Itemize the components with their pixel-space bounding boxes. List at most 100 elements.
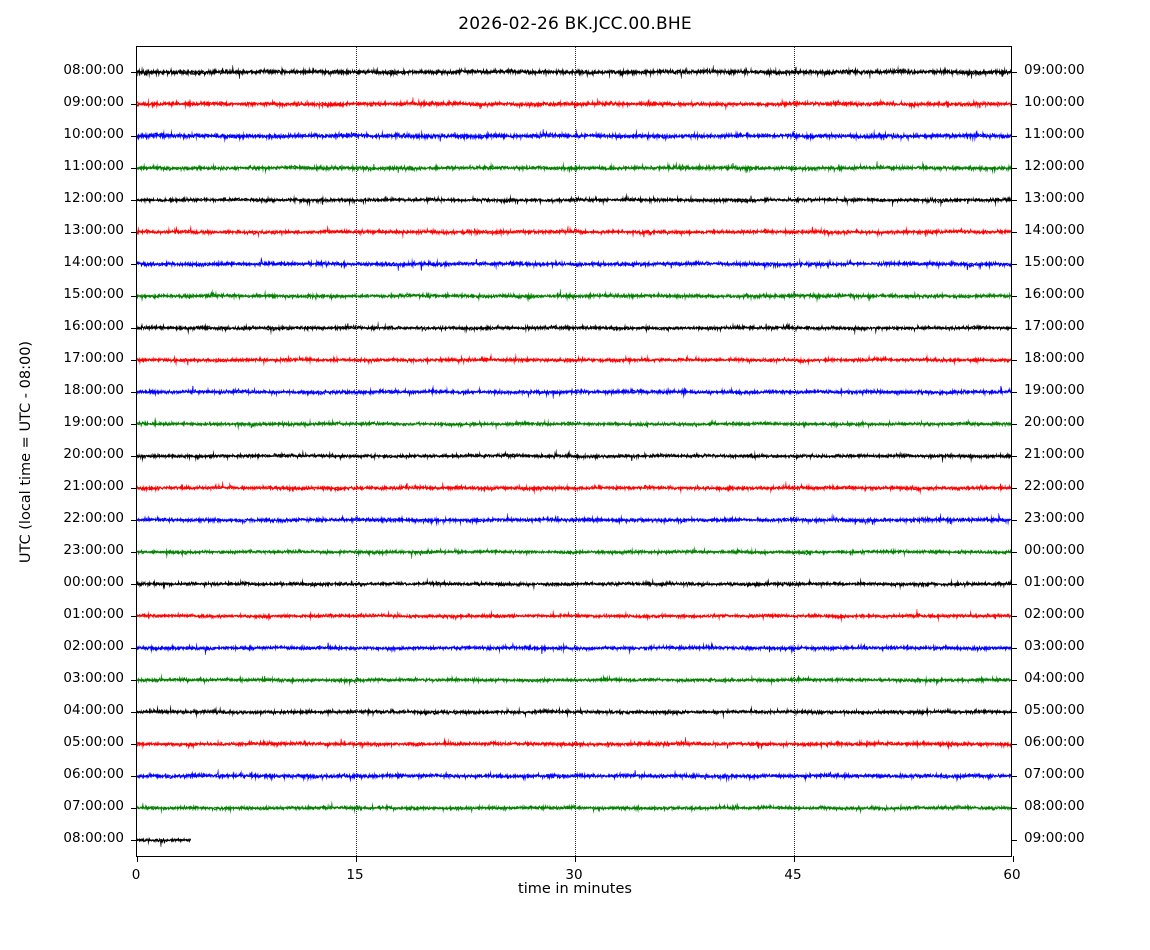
y-axis-label-right: 11:00:00 (1024, 126, 1085, 142)
seismogram-trace (137, 129, 1011, 143)
y-tick-left (131, 360, 137, 361)
y-axis-label-right: 20:00:00 (1024, 414, 1085, 430)
y-tick-left (131, 552, 137, 553)
seismogram-trace (137, 257, 1011, 271)
y-axis-label-right: 01:00:00 (1024, 574, 1085, 590)
y-axis-label-right: 18:00:00 (1024, 350, 1085, 366)
y-tick-right (1011, 456, 1017, 457)
plot-inner-area (137, 47, 1011, 856)
y-axis-label-left: 22:00:00 (63, 510, 124, 526)
seismogram-trace (137, 609, 1011, 623)
y-tick-left (131, 424, 137, 425)
y-axis-label-left: 20:00:00 (63, 446, 124, 462)
y-tick-left (131, 296, 137, 297)
y-axis-label-left: 12:00:00 (63, 190, 124, 206)
y-tick-right (1011, 104, 1017, 105)
seismogram-trace (137, 577, 1011, 591)
y-tick-right (1011, 712, 1017, 713)
seismogram-trace (137, 833, 191, 847)
seismogram-trace (137, 193, 1011, 207)
x-axis-tick-label: 15 (346, 867, 364, 883)
y-axis-label-right: 09:00:00 (1024, 62, 1085, 78)
y-axis-label-left: 06:00:00 (63, 766, 124, 782)
y-tick-left (131, 392, 137, 393)
y-axis-label-left: 07:00:00 (63, 798, 124, 814)
y-axis-label-left: 08:00:00 (63, 830, 124, 846)
y-axis-label-left: 05:00:00 (63, 734, 124, 750)
y-tick-right (1011, 488, 1017, 489)
y-axis-label-left: 15:00:00 (63, 286, 124, 302)
y-tick-right (1011, 648, 1017, 649)
y-axis-label-left: 19:00:00 (63, 414, 124, 430)
y-axis-label-left: 10:00:00 (63, 126, 124, 142)
y-axis-label-right: 06:00:00 (1024, 734, 1085, 750)
y-axis-label-right: 08:00:00 (1024, 798, 1085, 814)
y-axis-label-left: 08:00:00 (63, 62, 124, 78)
seismogram-trace (137, 161, 1011, 175)
y-tick-left (131, 712, 137, 713)
y-tick-right (1011, 776, 1017, 777)
seismogram-trace (137, 353, 1011, 367)
y-tick-left (131, 680, 137, 681)
y-axis-label-right: 10:00:00 (1024, 94, 1085, 110)
page-title: 2026-02-26 BK.JCC.00.BHE (458, 14, 692, 34)
x-tick (794, 856, 795, 862)
y-axis-label-left: 17:00:00 (63, 350, 124, 366)
x-tick (1013, 856, 1014, 862)
y-axis-label-left: 00:00:00 (63, 574, 124, 590)
y-tick-left (131, 744, 137, 745)
seismogram-trace (137, 289, 1011, 303)
seismogram-trace (137, 225, 1011, 239)
y-tick-left (131, 808, 137, 809)
y-tick-right (1011, 424, 1017, 425)
y-axis-label-right: 17:00:00 (1024, 318, 1085, 334)
seismogram-trace (137, 65, 1011, 79)
y-tick-right (1011, 264, 1017, 265)
y-axis-label-right: 07:00:00 (1024, 766, 1085, 782)
y-tick-left (131, 488, 137, 489)
y-tick-left (131, 72, 137, 73)
y-axis-label-left: 01:00:00 (63, 606, 124, 622)
y-axis-label-left: 23:00:00 (63, 542, 124, 558)
y-axis-label-right: 02:00:00 (1024, 606, 1085, 622)
y-tick-left (131, 328, 137, 329)
y-tick-right (1011, 168, 1017, 169)
y-axis-label-right: 12:00:00 (1024, 158, 1085, 174)
seismogram-trace (137, 705, 1011, 719)
seismogram-trace (137, 769, 1011, 783)
y-axis-label-left: 04:00:00 (63, 702, 124, 718)
seismogram-trace (137, 417, 1011, 431)
y-tick-right (1011, 200, 1017, 201)
y-tick-left (131, 104, 137, 105)
y-tick-right (1011, 552, 1017, 553)
y-tick-left (131, 168, 137, 169)
x-tick (356, 856, 357, 862)
y-axis-label-right: 09:00:00 (1024, 830, 1085, 846)
x-axis-tick-label: 30 (565, 867, 583, 883)
seismogram-trace (137, 641, 1011, 655)
y-tick-right (1011, 520, 1017, 521)
y-tick-left (131, 840, 137, 841)
y-tick-right (1011, 232, 1017, 233)
y-axis-label-left: 02:00:00 (63, 638, 124, 654)
y-axis-label-right: 22:00:00 (1024, 478, 1085, 494)
y-tick-left (131, 584, 137, 585)
y-tick-left (131, 200, 137, 201)
y-tick-right (1011, 840, 1017, 841)
x-tick (137, 856, 138, 862)
y-tick-right (1011, 328, 1017, 329)
x-axis-tick-label: 45 (784, 867, 802, 883)
y-tick-right (1011, 680, 1017, 681)
seismogram-trace (137, 449, 1011, 463)
y-axis-label-left: 21:00:00 (63, 478, 124, 494)
y-axis-label-right: 00:00:00 (1024, 542, 1085, 558)
seismogram-trace (137, 385, 1011, 399)
seismogram-trace (137, 737, 1011, 751)
y-tick-right (1011, 808, 1017, 809)
y-axis-label-left: 03:00:00 (63, 670, 124, 686)
seismogram-trace (137, 545, 1011, 559)
y-tick-right (1011, 72, 1017, 73)
y-tick-left (131, 136, 137, 137)
y-axis-label-left: 13:00:00 (63, 222, 124, 238)
